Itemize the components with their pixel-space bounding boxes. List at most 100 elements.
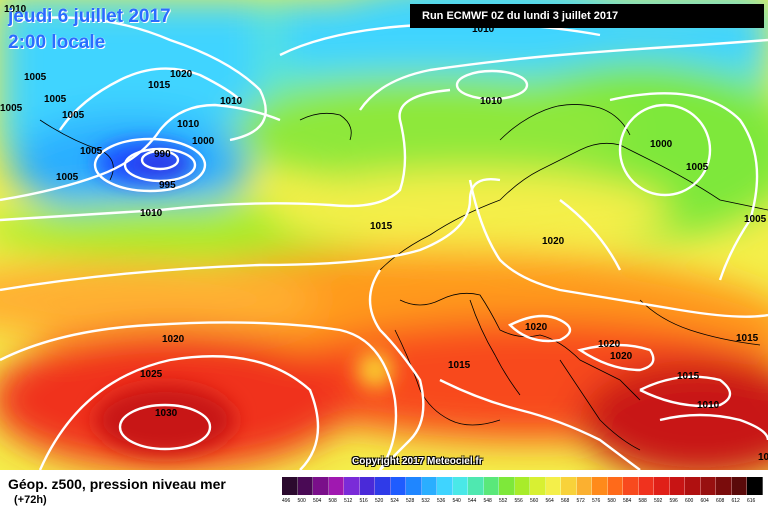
isobar-label: 1015 [677, 371, 700, 382]
scale-label: 600 [685, 498, 694, 504]
scale-label: 512 [344, 498, 353, 504]
scale-swatch [545, 477, 561, 495]
isobar-label: 1020 [542, 236, 565, 247]
scale-label: 588 [638, 498, 647, 504]
scale-label: 612 [731, 498, 740, 504]
weather-map: 1010 1010 1005 1015 1020 1005 1005 1005 … [0, 0, 768, 470]
isobar-label: 1015 [448, 360, 471, 371]
scale-swatch [576, 477, 592, 495]
isobar-label: 1010 [697, 400, 720, 411]
isobar-label: 1000 [192, 136, 215, 147]
scale-swatch [375, 477, 391, 495]
scale-swatch [421, 477, 437, 495]
scale-swatch [607, 477, 623, 495]
scale-swatch [297, 477, 313, 495]
scale-swatch [731, 477, 747, 495]
color-scale [282, 477, 763, 495]
isobar-label: 1020 [162, 334, 185, 345]
isobar-label: 1005 [80, 146, 103, 157]
isobar-label: 995 [159, 180, 176, 191]
scale-label: 552 [499, 498, 508, 504]
scale-swatch [561, 477, 577, 495]
scale-label: 496 [282, 498, 291, 504]
scale-swatch [328, 477, 344, 495]
scale-label: 568 [561, 498, 570, 504]
map-title: Géop. z500, pression niveau mer [8, 476, 226, 492]
isobar-label: 1005 [44, 94, 67, 105]
scale-swatch [700, 477, 716, 495]
isobar-label: 1015 [370, 221, 393, 232]
forecast-date: jeudi 6 juillet 2017 [8, 6, 171, 27]
scale-label: 596 [669, 498, 678, 504]
isobar-label: 1010 [472, 24, 495, 35]
scale-label: 544 [468, 498, 477, 504]
forecast-lead-time: (+72h) [14, 494, 47, 506]
coastlines [39, 104, 768, 451]
scale-label: 536 [437, 498, 446, 504]
isobar-label: 1010 [4, 4, 27, 15]
scale-label: 508 [328, 498, 337, 504]
scale-label: 584 [623, 498, 632, 504]
legend-footer: Géop. z500, pression niveau mer (+72h) 4… [0, 470, 768, 512]
scale-swatch [483, 477, 499, 495]
scale-label: 576 [592, 498, 601, 504]
scale-swatch [685, 477, 701, 495]
copyright-text: Copyright 2017 Meteociel.fr [352, 456, 483, 467]
isobar-label: 1020 [598, 339, 621, 350]
scale-label: 504 [313, 498, 322, 504]
scale-label: 592 [654, 498, 663, 504]
isobar-label: 1010 [220, 96, 243, 107]
scale-label: 572 [576, 498, 585, 504]
scale-label: 608 [716, 498, 725, 504]
scale-label: 540 [452, 498, 461, 504]
scale-swatch [623, 477, 639, 495]
isobar-label: 1005 [62, 110, 85, 121]
isobar-label: 1025 [140, 369, 163, 380]
scale-swatch [452, 477, 468, 495]
scale-swatch [514, 477, 530, 495]
scale-swatch [592, 477, 608, 495]
scale-label: 520 [375, 498, 384, 504]
scale-swatch [359, 477, 375, 495]
isobar-label: 1030 [155, 408, 178, 419]
isobar-label: 1010 [140, 208, 163, 219]
scale-swatch [654, 477, 670, 495]
isobar-label: 1005 [56, 172, 79, 183]
scale-swatch [669, 477, 685, 495]
scale-swatch [406, 477, 422, 495]
scale-label: 532 [421, 498, 430, 504]
scale-swatch [716, 477, 732, 495]
scale-swatch [747, 477, 763, 495]
isobar-label: 1005 [24, 72, 47, 83]
model-run-label: Run ECMWF 0Z du lundi 3 juillet 2017 [410, 4, 764, 28]
scale-swatch [344, 477, 360, 495]
isobar-label: 1020 [170, 69, 193, 80]
scale-label: 500 [297, 498, 306, 504]
scale-label: 528 [406, 498, 415, 504]
isobar-label: 1015 [736, 333, 759, 344]
isobar-label: 1005 [744, 214, 767, 225]
scale-label: 616 [747, 498, 756, 504]
isobar-label: 990 [154, 149, 171, 160]
isobar-label: 1010 [480, 96, 503, 107]
scale-swatch [468, 477, 484, 495]
isobar-label: 1015 [148, 80, 171, 91]
scale-swatch [390, 477, 406, 495]
scale-label: 524 [390, 498, 399, 504]
isobar-label: 1000 [650, 139, 673, 150]
scale-label: 556 [514, 498, 523, 504]
scale-swatch [313, 477, 329, 495]
isobar-label: 1020 [610, 351, 633, 362]
scale-label: 564 [545, 498, 554, 504]
scale-swatch [437, 477, 453, 495]
isobar-label: 1005 [758, 452, 768, 463]
scale-swatch [638, 477, 654, 495]
color-scale-labels: 496 500 504 508 512 516 520 524 528 532 536 540 544 5… [282, 498, 763, 504]
scale-label: 548 [483, 498, 492, 504]
scale-label: 560 [530, 498, 539, 504]
z500-field [0, 0, 768, 470]
isobar-label: 1020 [525, 322, 548, 333]
isobar-label: 1005 [686, 162, 709, 173]
isobars [0, 16, 768, 470]
scale-swatch [530, 477, 546, 495]
